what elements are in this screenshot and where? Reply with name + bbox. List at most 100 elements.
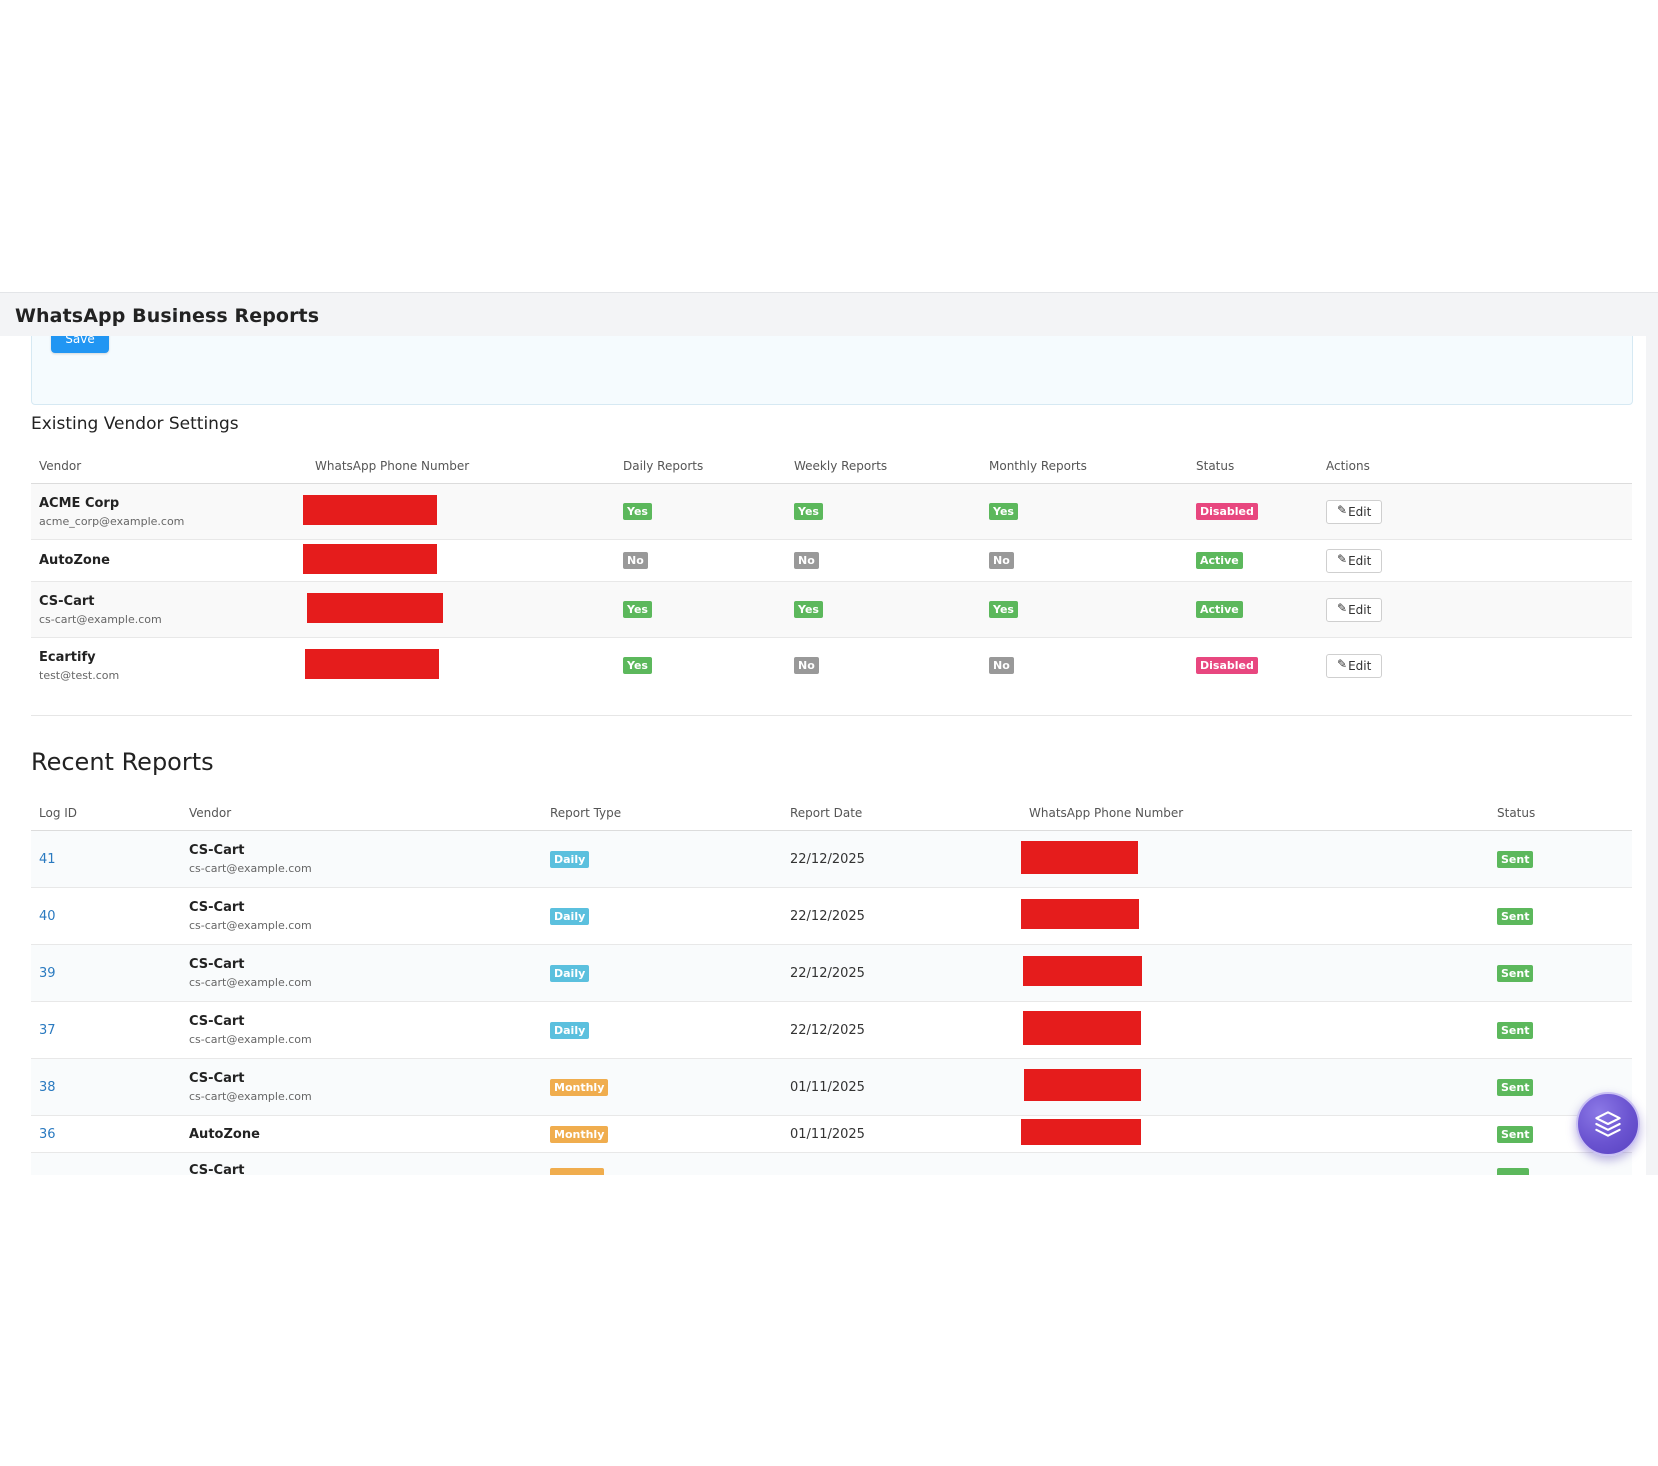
table-header-row: Log ID Vendor Report Type Report Date Wh… — [31, 795, 1632, 831]
edit-icon: ✎ — [1337, 551, 1348, 566]
vendor-cell: CS-Cart cs-cart@example.com — [181, 1001, 542, 1059]
column-header-weekly[interactable]: Weekly Reports — [786, 448, 981, 484]
vendor-cell: Ecartify test@test.com — [31, 637, 307, 694]
redacted-phone — [1021, 840, 1138, 874]
edit-button-label: Edit — [1348, 602, 1372, 617]
status-badge: No — [989, 552, 1014, 569]
report-date-cell: 22/12/2025 — [782, 887, 1021, 945]
column-header-daily[interactable]: Daily Reports — [615, 448, 786, 484]
status-badge: Sent — [1497, 1021, 1534, 1039]
vendor-email: acme_corp@example.com — [39, 514, 185, 528]
report-type-cell — [542, 1152, 782, 1175]
report-type-cell: Daily — [542, 1001, 782, 1059]
report-type-cell: Monthly — [542, 1058, 782, 1116]
report-date-cell: 22/12/2025 — [782, 830, 1021, 888]
status-badge: Disabled — [1196, 657, 1258, 675]
vendor-email: cs-cart@example.com — [189, 1033, 312, 1046]
table-row: CS-Cart cs-cart@example.com Yes Yes Yes … — [31, 581, 1632, 638]
recent-reports-title: Recent Reports — [31, 748, 214, 776]
vendor-name: CS-Cart — [189, 900, 245, 915]
layers-icon — [1595, 1111, 1621, 1137]
report-date-cell: 22/12/2025 — [782, 1001, 1021, 1059]
vendor-email: cs-cart@example.com — [189, 862, 312, 875]
vendor-email: test@test.com — [39, 668, 120, 682]
table-row: Ecartify test@test.com Yes No No Disable… — [31, 637, 1632, 694]
weekly-cell: Yes — [786, 581, 981, 638]
log-id-link[interactable]: 41 — [39, 851, 56, 867]
redacted-phone — [303, 543, 437, 574]
edit-button[interactable]: ✎ Edit — [1326, 597, 1383, 622]
daily-cell: Yes — [615, 581, 786, 638]
weekly-cell: No — [786, 637, 981, 694]
vendor-settings-title: Existing Vendor Settings — [31, 414, 239, 434]
vendor-name: CS-Cart — [39, 593, 95, 609]
redacted-phone — [1024, 1069, 1141, 1101]
vendor-settings-form: Save — [31, 336, 1633, 405]
column-header-log-id[interactable]: Log ID — [31, 795, 181, 831]
redacted-phone — [1021, 899, 1139, 929]
table-row: 37 CS-Cart cs-cart@example.com Daily 22/… — [31, 1001, 1632, 1059]
daily-cell: Yes — [615, 483, 786, 540]
recent-reports-table: Log ID Vendor Report Type Report Date Wh… — [31, 795, 1632, 1175]
vendor-settings-table: Vendor WhatsApp Phone Number Daily Repor… — [31, 448, 1632, 694]
column-header-monthly[interactable]: Monthly Reports — [981, 448, 1188, 484]
column-header-vendor[interactable]: Vendor — [31, 448, 307, 484]
actions-cell: ✎ Edit — [1318, 539, 1632, 582]
report-type-badge: Daily — [550, 1021, 590, 1039]
log-id-link[interactable]: 40 — [39, 908, 56, 924]
log-id-cell: 37 — [31, 1001, 181, 1059]
column-header-status[interactable]: Status — [1489, 795, 1632, 831]
log-id-link[interactable]: 37 — [39, 1022, 56, 1038]
table-row: 40 CS-Cart cs-cart@example.com Daily 22/… — [31, 887, 1632, 945]
status-badge: Active — [1196, 552, 1243, 569]
redacted-phone — [303, 494, 437, 525]
log-id-cell: 36 — [31, 1115, 181, 1153]
status-badge — [1497, 1168, 1529, 1175]
edit-button[interactable]: ✎ Edit — [1326, 548, 1383, 573]
redacted-phone — [1023, 1011, 1141, 1045]
column-header-status[interactable]: Status — [1188, 448, 1318, 484]
save-button[interactable]: Save — [51, 336, 109, 353]
status-badge: Yes — [989, 503, 1018, 520]
floating-action-button[interactable] — [1576, 1092, 1640, 1156]
vendor-cell: CS-Cart cs-cart@example.com — [31, 581, 307, 638]
status-badge: No — [794, 552, 819, 569]
edit-button[interactable]: ✎ Edit — [1326, 653, 1383, 678]
redacted-phone — [307, 592, 443, 623]
phone-cell — [303, 539, 615, 582]
edit-button-label: Edit — [1348, 658, 1372, 673]
status-badge: No — [623, 552, 648, 569]
report-type-cell: Daily — [542, 830, 782, 888]
column-header-report-type[interactable]: Report Type — [542, 795, 782, 831]
phone-cell — [305, 637, 615, 694]
vendor-name: CS-Cart — [189, 957, 245, 972]
table-row: AutoZone No No No Active ✎ Edit — [31, 539, 1632, 582]
column-header-phone[interactable]: WhatsApp Phone Number — [307, 448, 615, 484]
vendor-name: CS-Cart — [189, 1071, 245, 1086]
log-id-link[interactable]: 39 — [39, 965, 56, 981]
table-header-row: Vendor WhatsApp Phone Number Daily Repor… — [31, 448, 1632, 484]
report-type-cell: Daily — [542, 944, 782, 1002]
actions-cell: ✎ Edit — [1318, 581, 1632, 638]
table-row: CS-Cart — [31, 1152, 1632, 1175]
status-cell: Disabled — [1188, 483, 1318, 540]
phone-cell — [307, 581, 615, 638]
vendor-email: cs-cart@example.com — [39, 612, 162, 626]
main-content: Save Existing Vendor Settings Vendor Wha… — [0, 336, 1646, 1175]
report-type-badge: Daily — [550, 907, 590, 925]
weekly-cell: No — [786, 539, 981, 582]
status-badge: Yes — [623, 503, 652, 520]
status-badge: Yes — [794, 503, 823, 520]
column-header-report-date[interactable]: Report Date — [782, 795, 1021, 831]
log-id-link[interactable]: 38 — [39, 1079, 56, 1095]
status-cell: Sent — [1489, 887, 1632, 945]
column-header-vendor[interactable]: Vendor — [181, 795, 542, 831]
column-header-actions: Actions — [1318, 448, 1632, 484]
vendor-email: cs-cart@example.com — [189, 976, 312, 989]
report-date-cell: 22/12/2025 — [782, 944, 1021, 1002]
edit-button[interactable]: ✎ Edit — [1326, 499, 1383, 524]
column-header-phone[interactable]: WhatsApp Phone Number — [1021, 795, 1489, 831]
log-id-link[interactable]: 36 — [39, 1126, 56, 1142]
table-row: 38 CS-Cart cs-cart@example.com Monthly 0… — [31, 1058, 1632, 1116]
status-cell: Disabled — [1188, 637, 1318, 694]
